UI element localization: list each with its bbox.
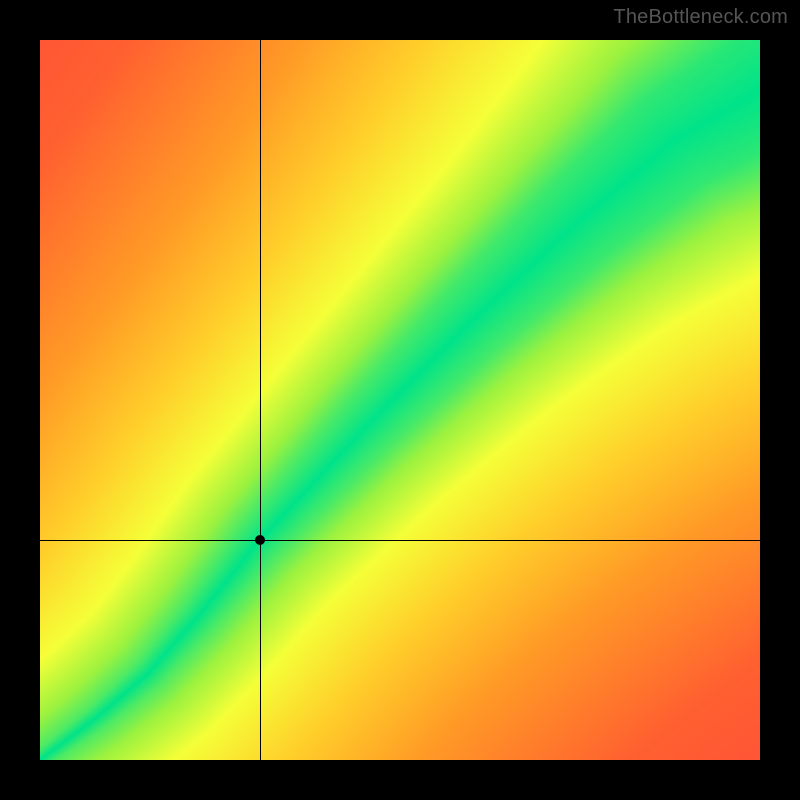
crosshair-vertical xyxy=(260,40,261,760)
crosshair-horizontal xyxy=(40,540,760,541)
bottleneck-heatmap xyxy=(40,40,760,760)
crosshair-marker xyxy=(255,535,265,545)
watermark-text: TheBottleneck.com xyxy=(613,6,788,29)
heatmap-canvas xyxy=(40,40,760,760)
